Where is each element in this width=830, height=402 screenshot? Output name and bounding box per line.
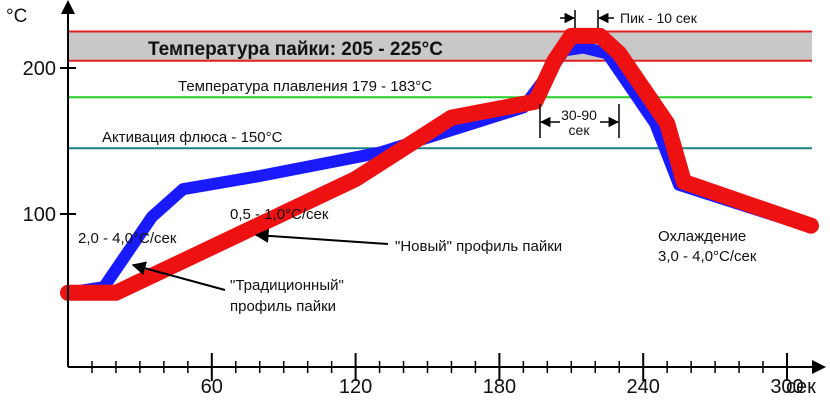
y-axis-unit: °C — [6, 6, 27, 27]
tal-label-line2: сек — [569, 122, 591, 138]
y-tick-label: 200 — [23, 58, 56, 80]
new-profile-curve — [60, 27, 819, 301]
traditional-profile-arrow — [131, 261, 226, 291]
x-axis-major-ticks: 60 120 180 240 300 — [201, 353, 804, 398]
tal-label-line1: 30-90 — [561, 107, 597, 123]
soldering-band-label: Температура пайки: 205 - 225°C — [148, 39, 443, 60]
y-axis-ticks: 100 200 — [23, 58, 76, 226]
cooling-label-line2: 3,0 - 4,0°С/сек — [658, 248, 757, 265]
flux-activation-label: Активация флюса - 150°C — [102, 129, 283, 146]
cooling-label-line1: Охлаждение — [658, 228, 746, 245]
new-profile-label: "Новый" профиль пайки — [395, 238, 562, 255]
x-tick-label: 180 — [483, 376, 516, 398]
x-tick-label: 300 — [770, 376, 803, 398]
x-axis-unit: сек — [786, 376, 816, 398]
peak-time-label: Пик - 10 сек — [620, 10, 698, 26]
x-tick-label: 240 — [627, 376, 660, 398]
x-tick-label: 60 — [201, 376, 223, 398]
y-tick-label: 100 — [23, 204, 56, 226]
x-tick-label: 120 — [339, 376, 372, 398]
traditional-ramp-label: 2,0 - 4,0°С/сек — [78, 230, 177, 247]
melting-temperature-label: Температура плавления 179 - 183°C — [178, 78, 432, 95]
new-ramp-label: 0,5 - 1,0°С/сек — [230, 206, 329, 223]
soldering-temperature-band — [68, 31, 812, 61]
x-axis-minor-ticks — [91, 361, 764, 373]
x-axis-arrow — [812, 360, 826, 374]
y-axis-arrow — [61, 0, 75, 14]
traditional-profile-label-line1: "Традиционный" — [230, 277, 344, 294]
new-profile-arrow — [254, 228, 389, 245]
traditional-profile-label-line2: профиль пайки — [230, 298, 336, 315]
